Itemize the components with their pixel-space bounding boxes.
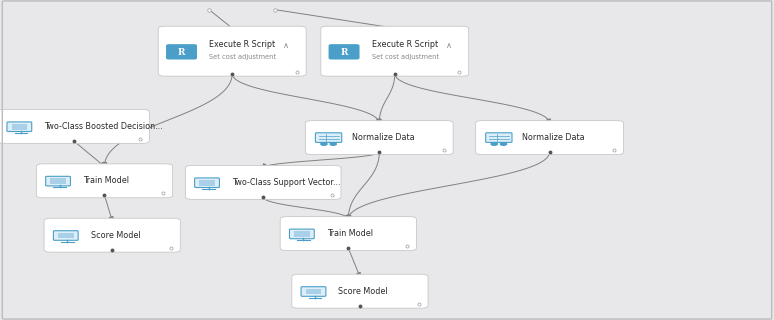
Text: Set cost adjustment: Set cost adjustment (372, 54, 439, 60)
Text: Execute R Script: Execute R Script (372, 40, 438, 49)
FancyBboxPatch shape (186, 165, 341, 199)
Polygon shape (263, 164, 267, 168)
FancyBboxPatch shape (53, 231, 78, 240)
Circle shape (320, 143, 327, 145)
FancyBboxPatch shape (306, 289, 321, 294)
FancyBboxPatch shape (50, 178, 66, 184)
FancyBboxPatch shape (320, 26, 468, 76)
FancyBboxPatch shape (475, 121, 623, 155)
Polygon shape (103, 162, 107, 166)
Text: ∧: ∧ (283, 41, 289, 50)
Text: R: R (341, 48, 348, 57)
FancyBboxPatch shape (7, 122, 32, 132)
Polygon shape (101, 163, 104, 166)
Text: Execute R Script: Execute R Script (209, 40, 276, 49)
Text: Set cost adjustment: Set cost adjustment (209, 54, 276, 60)
Text: Train Model: Train Model (327, 229, 372, 238)
Text: ∧: ∧ (446, 41, 451, 50)
Polygon shape (357, 273, 360, 277)
FancyBboxPatch shape (301, 287, 326, 296)
FancyBboxPatch shape (305, 121, 453, 155)
Text: Two-Class Boosted Decision...: Two-Class Boosted Decision... (44, 122, 163, 131)
Text: Two-Class Support Vector...: Two-Class Support Vector... (232, 178, 341, 187)
FancyBboxPatch shape (486, 133, 512, 142)
Polygon shape (378, 119, 382, 123)
FancyBboxPatch shape (289, 229, 314, 239)
FancyBboxPatch shape (58, 233, 74, 238)
FancyBboxPatch shape (46, 176, 70, 186)
FancyBboxPatch shape (12, 124, 27, 130)
FancyBboxPatch shape (200, 180, 215, 186)
FancyBboxPatch shape (294, 231, 310, 237)
Circle shape (500, 143, 507, 145)
Polygon shape (376, 119, 380, 123)
Text: Normalize Data: Normalize Data (351, 133, 414, 142)
FancyBboxPatch shape (0, 109, 149, 143)
FancyBboxPatch shape (280, 217, 416, 251)
Circle shape (330, 143, 336, 145)
Polygon shape (347, 215, 351, 219)
Text: Score Model: Score Model (91, 231, 140, 240)
FancyBboxPatch shape (195, 178, 220, 188)
FancyBboxPatch shape (292, 274, 428, 308)
FancyBboxPatch shape (328, 44, 359, 60)
Polygon shape (546, 119, 550, 123)
FancyBboxPatch shape (36, 164, 173, 198)
FancyBboxPatch shape (166, 44, 197, 60)
FancyBboxPatch shape (44, 218, 180, 252)
FancyBboxPatch shape (158, 26, 306, 76)
Polygon shape (345, 215, 349, 219)
Polygon shape (348, 215, 351, 219)
Text: R: R (178, 48, 185, 57)
Circle shape (491, 143, 497, 145)
Polygon shape (109, 217, 113, 221)
Text: Normalize Data: Normalize Data (522, 133, 584, 142)
FancyBboxPatch shape (316, 133, 342, 142)
Text: Score Model: Score Model (338, 287, 388, 296)
Text: Train Model: Train Model (83, 176, 128, 185)
